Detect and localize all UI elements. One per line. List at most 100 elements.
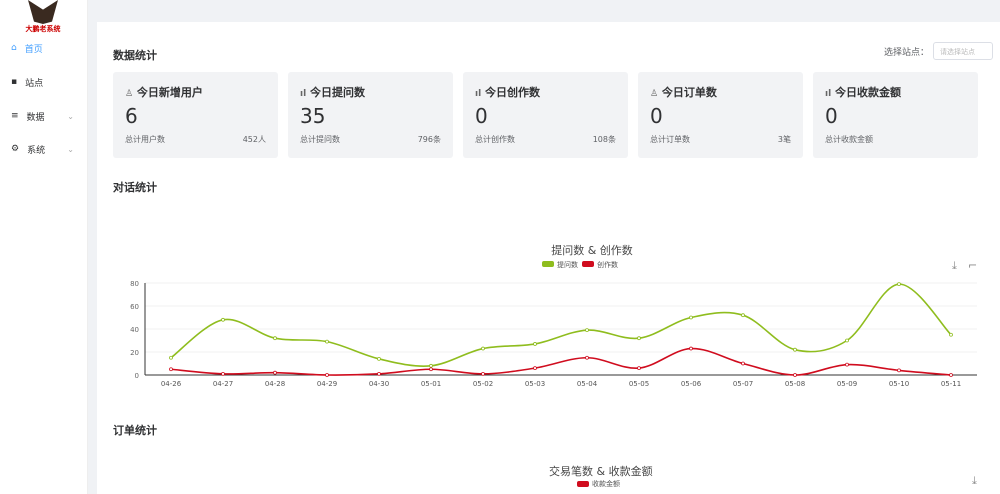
stat-card: ıl 今日收款金额 0 总计收款金额 [813, 72, 978, 158]
site-input[interactable]: 请选择站点 [933, 42, 993, 60]
section-title: 订单统计 [113, 424, 157, 437]
x-tick-label: 04-28 [265, 380, 285, 388]
section-title: 对话统计 [113, 181, 157, 194]
card-total-label: 总计收款金额 [825, 135, 873, 144]
x-tick-label: 05-09 [837, 380, 857, 388]
data-point[interactable] [845, 362, 849, 367]
data-point[interactable] [741, 361, 745, 366]
stat-card: ıl 今日创作数 0 总计创作数 108条 [463, 72, 628, 158]
y-tick-label: 80 [130, 280, 139, 288]
data-point[interactable] [637, 336, 641, 341]
card-total-label: 总计订单数 [650, 135, 690, 144]
data-point[interactable] [689, 315, 693, 320]
data-point[interactable] [325, 373, 329, 377]
x-tick-label: 05-05 [629, 380, 649, 388]
data-point[interactable] [741, 313, 745, 318]
orders-chart-title: 交易笔数 & 收款金额 [549, 465, 653, 478]
label: 系统 [27, 145, 46, 156]
chevron-down-icon: ⌄ [67, 144, 74, 154]
logo: 大鹏老系统 [18, 0, 68, 36]
data-point[interactable] [325, 339, 329, 344]
data-point[interactable] [221, 371, 225, 376]
sidebar-item-sites[interactable]: ▪ 站点 [0, 72, 88, 92]
bar-chart-icon: ıl [300, 89, 307, 99]
crop-icon[interactable]: ⌐ [968, 259, 977, 272]
grid-icon: ▪ [11, 77, 18, 87]
x-tick-label: 04-29 [317, 380, 337, 388]
data-point[interactable] [377, 356, 381, 361]
x-tick-label: 05-07 [733, 380, 753, 388]
card-title-text: 今日提问数 [310, 86, 366, 99]
x-tick-label: 05-02 [473, 380, 493, 388]
data-point[interactable] [845, 338, 849, 343]
x-tick-label: 05-08 [785, 380, 805, 388]
data-point[interactable] [169, 367, 173, 372]
data-point[interactable] [533, 342, 537, 346]
site-select: 选择站点： 请选择站点 [884, 42, 993, 60]
stat-card: ıl 今日提问数 35 总计提问数 796条 [288, 72, 453, 158]
data-point[interactable] [637, 366, 641, 371]
legend-swatch[interactable] [582, 261, 594, 267]
data-point[interactable] [273, 370, 277, 375]
sidebar-item-system[interactable]: ⚙ 系统 ⌄ [0, 139, 88, 159]
card-total: 108条 [592, 135, 616, 144]
site-label: 选择站点： [883, 47, 929, 58]
card-title-text: 今日新增用户 [136, 86, 203, 99]
x-tick-label: 05-06 [681, 380, 702, 388]
data-point[interactable] [481, 346, 485, 351]
card-title: ♙ 今日新增用户 [125, 84, 203, 100]
sidebar-item-data[interactable]: ≡ 数据 ⌄ [0, 106, 88, 126]
legend-swatch[interactable] [542, 261, 554, 267]
legend-label[interactable]: 创作数 [597, 260, 618, 269]
card-value: 0 [650, 104, 663, 128]
data-point[interactable] [169, 355, 173, 360]
x-tick-label: 04-30 [369, 380, 389, 388]
data-point[interactable] [949, 373, 953, 377]
x-tick-label: 05-01 [421, 380, 441, 388]
bar-chart-icon: ıl [475, 89, 482, 99]
data-point[interactable] [273, 336, 277, 341]
chevron-down-icon: ⌄ [67, 111, 74, 121]
card-value: 0 [825, 104, 838, 128]
card-total-label: 总计提问数 [300, 135, 340, 144]
data-point[interactable] [897, 368, 901, 373]
card-title-text: 今日创作数 [485, 86, 541, 99]
data-point[interactable] [793, 347, 797, 352]
card-title-text: 今日收款金额 [835, 86, 902, 99]
user-icon: ♙ [125, 89, 134, 99]
card-value: 0 [475, 104, 488, 128]
data-point[interactable] [221, 317, 225, 322]
sidebar-item-home[interactable]: ⌂ 首页 [0, 38, 88, 58]
data-point[interactable] [949, 332, 953, 337]
card-total: 452人 [242, 135, 266, 144]
home-icon: ⌂ [11, 43, 17, 53]
card-title: ıl 今日提问数 [300, 84, 365, 100]
x-tick-label: 05-04 [577, 380, 598, 388]
data-point[interactable] [533, 366, 537, 371]
card-title-text: 今日订单数 [661, 86, 717, 99]
data-point[interactable] [689, 346, 693, 351]
legend-label[interactable]: 提问数 [557, 260, 578, 269]
section-title: 数据统计 [113, 49, 157, 62]
card-value: 6 [125, 104, 138, 128]
series-line [170, 347, 952, 376]
data-point[interactable] [793, 373, 797, 377]
download-icon[interactable]: ⤓ [972, 474, 977, 487]
gear-icon: ⚙ [11, 144, 20, 154]
stat-card: ♙ 今日订单数 0 总计订单数 3笔 [638, 72, 803, 158]
data-point[interactable] [585, 328, 589, 333]
y-tick-label: 40 [130, 326, 139, 334]
data-point[interactable] [377, 371, 381, 376]
x-tick-label: 05-03 [525, 380, 545, 388]
data-point[interactable] [585, 355, 589, 360]
chart-title: 提问数 & 创作数 [551, 244, 633, 257]
label: 首页 [24, 44, 43, 55]
data-point[interactable] [897, 282, 901, 287]
data-point[interactable] [429, 363, 433, 368]
data-point[interactable] [481, 371, 485, 376]
stat-card: ♙ 今日新增用户 6 总计用户数 452人 [113, 72, 278, 158]
data-point[interactable] [429, 367, 433, 372]
download-icon[interactable]: ⤓ [952, 259, 957, 272]
sidebar: 大鹏老系统 ⌂ 首页 ▪ 站点 ≡ 数据 ⌄ ⚙ 系统 ⌄ [0, 0, 88, 494]
